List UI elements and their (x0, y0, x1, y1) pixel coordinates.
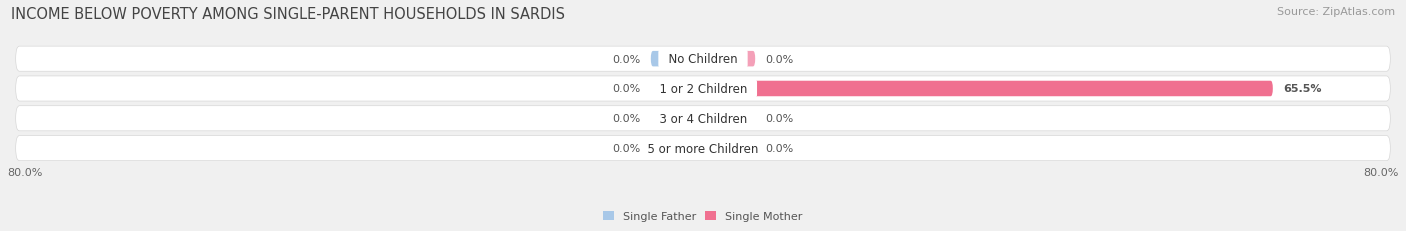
Text: 80.0%: 80.0% (1364, 167, 1399, 177)
Text: 0.0%: 0.0% (766, 143, 794, 153)
FancyBboxPatch shape (15, 106, 1391, 131)
FancyBboxPatch shape (651, 81, 703, 97)
FancyBboxPatch shape (703, 111, 755, 127)
FancyBboxPatch shape (651, 52, 703, 67)
FancyBboxPatch shape (703, 81, 1272, 97)
Text: 0.0%: 0.0% (612, 143, 640, 153)
FancyBboxPatch shape (15, 47, 1391, 72)
FancyBboxPatch shape (651, 141, 703, 156)
Text: INCOME BELOW POVERTY AMONG SINGLE-PARENT HOUSEHOLDS IN SARDIS: INCOME BELOW POVERTY AMONG SINGLE-PARENT… (11, 7, 565, 22)
Text: 1 or 2 Children: 1 or 2 Children (651, 83, 755, 96)
FancyBboxPatch shape (703, 52, 755, 67)
Text: 3 or 4 Children: 3 or 4 Children (651, 112, 755, 125)
Text: 5 or more Children: 5 or more Children (640, 142, 766, 155)
FancyBboxPatch shape (15, 77, 1391, 102)
Text: 0.0%: 0.0% (612, 84, 640, 94)
Legend: Single Father, Single Mother: Single Father, Single Mother (599, 207, 807, 226)
Text: No Children: No Children (661, 53, 745, 66)
Text: 0.0%: 0.0% (612, 114, 640, 124)
FancyBboxPatch shape (651, 111, 703, 127)
Text: 0.0%: 0.0% (766, 55, 794, 64)
Text: 80.0%: 80.0% (7, 167, 42, 177)
FancyBboxPatch shape (15, 136, 1391, 161)
FancyBboxPatch shape (703, 141, 755, 156)
Text: 65.5%: 65.5% (1284, 84, 1322, 94)
Text: 0.0%: 0.0% (612, 55, 640, 64)
Text: Source: ZipAtlas.com: Source: ZipAtlas.com (1277, 7, 1395, 17)
Text: 0.0%: 0.0% (766, 114, 794, 124)
